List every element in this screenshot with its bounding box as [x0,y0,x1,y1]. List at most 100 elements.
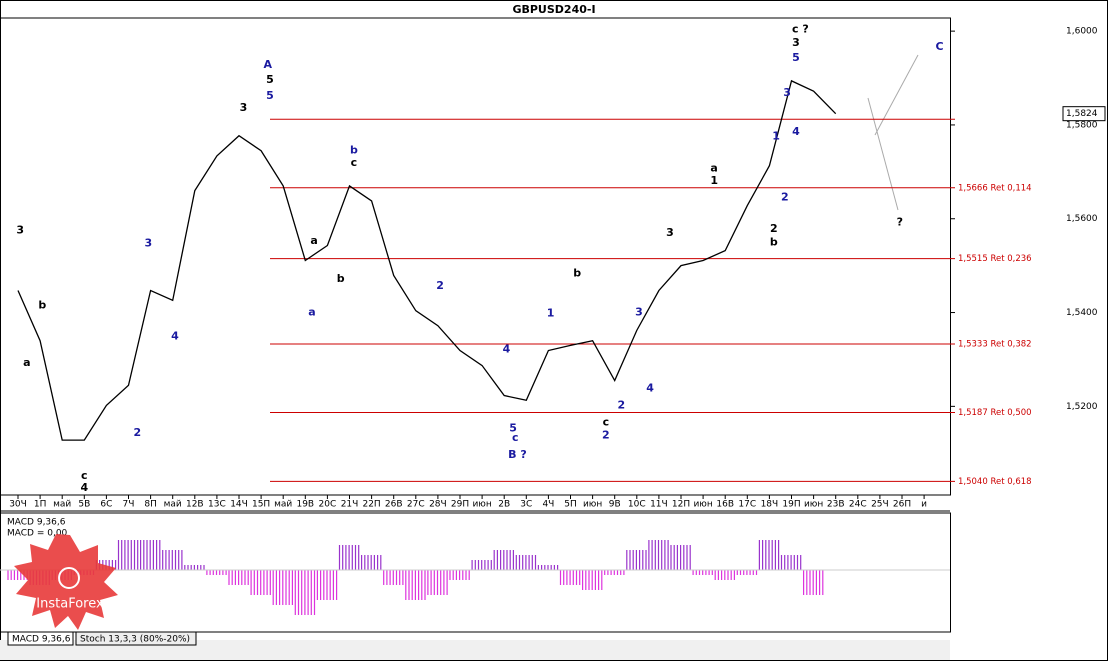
wave-label: B ? [508,448,527,461]
x-tick-label: 4Ч [542,500,554,510]
x-tick-label: июн [804,500,823,510]
tab-label[interactable]: Stoch 13,3,3 (80%-20%) [80,635,190,645]
last-price-box [1062,106,1106,122]
x-tick-label: 24С [849,500,867,510]
wave-label: 1 [547,306,555,319]
wave-label: b [38,299,46,312]
wave-label: 4 [503,343,511,356]
level-label: 1,5040 Ret 0,618 [958,477,1032,487]
wave-label: 4 [646,382,654,395]
wave-label: b [770,236,778,249]
wave-label: 4 [80,481,88,494]
wave-label: c [512,431,519,444]
wave-label: b [337,272,345,285]
logo-icon [58,567,80,589]
wave-label: 5 [792,51,800,64]
wave-label: c [351,156,358,169]
wave-label: ? [897,215,903,228]
level-label: 1,5333 Ret 0,382 [958,339,1032,349]
x-tick-label: 11Ч [650,500,668,510]
x-tick-label: 19П [782,500,800,510]
x-tick-label: 28Ч [429,500,447,510]
wave-label: 3 [145,237,153,250]
x-tick-label: 16В [716,500,734,510]
x-tick-label: 26П [893,500,911,510]
wave-label: a [23,356,30,369]
wave-label: 1 [772,130,780,143]
logo: InstaForex [14,534,118,630]
x-tick-label: 23В [827,500,845,510]
wave-label: c ? [792,22,809,35]
x-tick-label: 21Ч [341,500,359,510]
x-tick-label: 26В [385,500,403,510]
x-tick-label: 30Ч [9,500,27,510]
x-tick-label: 20С [319,500,337,510]
x-tick-label: 5В [78,500,90,510]
wave-label: c [81,469,88,482]
wave-label: 2 [436,279,444,292]
wave-label: b [573,267,581,280]
macd-subtitle: MACD = 0,00 [7,529,68,539]
projection-line [867,97,899,211]
x-tick-label: 7Ч [123,500,135,510]
level-label: 1,5187 Ret 0,500 [958,408,1032,418]
projection-line [874,54,919,136]
x-tick-label: 17С [738,500,756,510]
logo-badge [14,534,118,630]
wave-label: A [263,58,272,71]
x-tick-label: 18Ч [761,500,779,510]
x-tick-label: 22П [362,500,380,510]
wave-label: C [936,40,944,53]
x-tick-label: июн [472,500,491,510]
x-tick-label: 12В [186,500,204,510]
x-tick-label: июн [583,500,602,510]
x-tick-label: 25Ч [871,500,889,510]
macd-panel [0,512,951,633]
wave-label: 3 [783,86,791,99]
wave-label: b [350,144,358,157]
wave-label: 2 [602,428,610,441]
wave-label: 5 [509,421,517,434]
logo-text: InstaForex [36,597,104,612]
wave-label: 4 [792,125,800,138]
x-tick-label: и [921,500,927,510]
wave-label: 2 [781,191,789,204]
x-tick-label: 15П [252,500,270,510]
tab[interactable] [75,631,197,646]
wave-label: 3 [16,223,24,236]
x-tick-label: 27С [407,500,425,510]
wave-label: a [310,234,317,247]
wave-label: 3 [666,226,674,239]
wave-label: 2 [770,222,778,235]
x-tick-label: 13С [208,500,226,510]
x-tick-label: май [274,500,292,510]
x-tick-label: май [164,500,182,510]
last-price-label: 1,5824 [1066,109,1098,119]
price-line [17,79,837,441]
chart-title: GBPUSD240-I [512,3,595,16]
x-tick-label: 2В [498,500,510,510]
x-tick-label: 14Ч [230,500,248,510]
tab[interactable] [7,631,74,646]
x-tick-label: 12П [672,500,690,510]
x-tick-label: 9В [609,500,621,510]
wave-label: 3 [792,36,800,49]
x-tick-label: май [53,500,71,510]
x-tick-label: 10С [628,500,646,510]
level-label: 1,5515 Ret 0,236 [958,254,1032,264]
wave-label: a [710,162,717,175]
x-tick-label: 19В [296,500,314,510]
level-label: 1,5666 Ret 0,114 [958,183,1032,193]
y-tick-label: 1,5400 [1066,308,1098,318]
x-tick-label: 5П [564,500,577,510]
wave-label: 3 [635,306,643,319]
y-tick-label: 1,6000 [1066,27,1098,37]
x-tick-label: 8П [144,500,157,510]
wave-label: 5 [266,89,274,102]
wave-label: 4 [171,329,179,342]
tab-label[interactable]: MACD 9,36,6 [12,635,71,645]
tab-bar [0,640,950,660]
price-panel [0,17,951,496]
wave-label: 3 [240,101,248,114]
